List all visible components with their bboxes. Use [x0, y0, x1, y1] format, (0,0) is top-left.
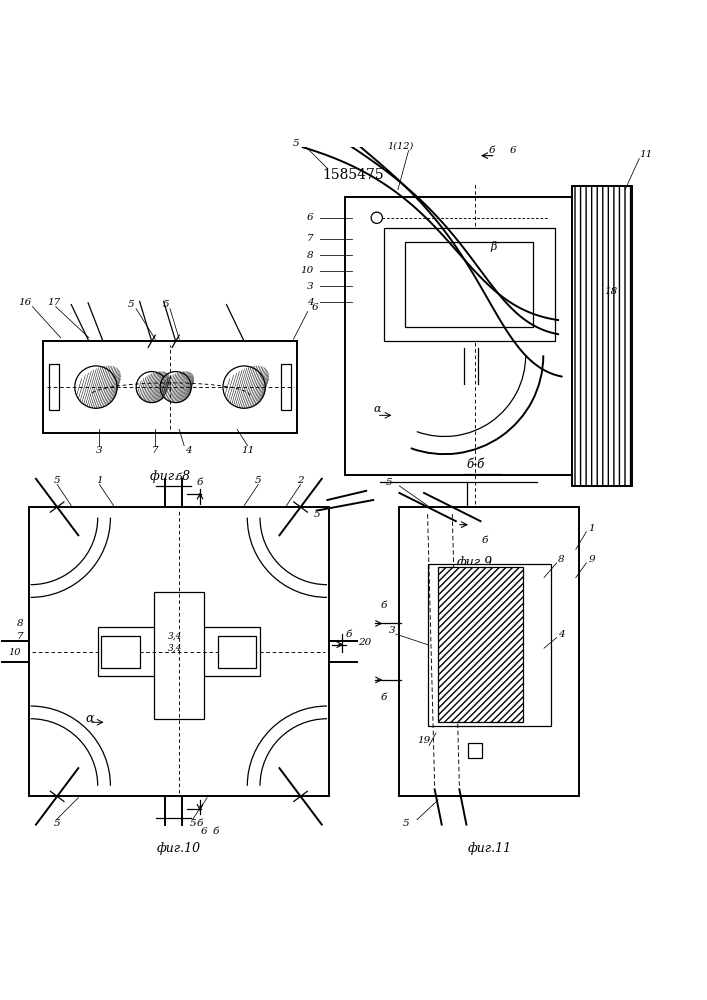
Bar: [399, 507, 579, 796]
Text: 6: 6: [200, 827, 207, 836]
Text: б: б: [197, 819, 203, 828]
Text: 16: 16: [19, 298, 32, 307]
Text: б: б: [482, 536, 489, 545]
Circle shape: [223, 366, 265, 408]
Bar: [405, 242, 533, 327]
Text: β: β: [490, 241, 496, 252]
Text: б: б: [489, 146, 496, 155]
Text: фиг.10: фиг.10: [157, 842, 201, 855]
Bar: [98, 627, 260, 676]
Text: α: α: [373, 404, 381, 414]
Text: б: б: [380, 693, 387, 702]
Text: 5: 5: [255, 476, 262, 485]
Text: 8: 8: [559, 555, 565, 564]
Text: 1(12): 1(12): [387, 142, 414, 151]
Bar: [345, 197, 572, 475]
Text: 8: 8: [307, 251, 313, 260]
Text: α: α: [86, 712, 94, 725]
Text: 2: 2: [297, 476, 304, 485]
Text: 5: 5: [54, 476, 61, 485]
Text: 11: 11: [241, 446, 255, 455]
Circle shape: [160, 372, 191, 403]
Text: 19: 19: [417, 736, 431, 745]
Bar: [101, 636, 140, 668]
Text: 10: 10: [8, 648, 21, 657]
Circle shape: [136, 372, 168, 403]
Text: 17: 17: [47, 298, 60, 307]
Text: б: б: [175, 473, 182, 482]
Text: 8: 8: [17, 619, 24, 628]
Text: б: б: [197, 478, 203, 487]
Text: 5: 5: [189, 819, 197, 828]
Text: 6: 6: [311, 303, 318, 312]
Text: 7: 7: [152, 446, 158, 455]
Text: 3: 3: [96, 446, 103, 455]
Bar: [43, 341, 297, 433]
Text: 4: 4: [559, 630, 565, 639]
Text: 3,4: 3,4: [168, 632, 182, 641]
Text: б: б: [212, 827, 218, 836]
Text: 10: 10: [300, 266, 313, 275]
Text: 11: 11: [640, 150, 653, 159]
Text: фиг. 8: фиг. 8: [150, 470, 190, 483]
Text: фиг.11: фиг.11: [467, 842, 511, 855]
Text: 5: 5: [163, 300, 170, 309]
Text: 1: 1: [589, 524, 595, 533]
Circle shape: [75, 366, 117, 408]
Bar: [384, 228, 554, 341]
Text: 5: 5: [292, 139, 299, 148]
Bar: [438, 567, 523, 722]
Bar: [572, 186, 632, 486]
Text: 4: 4: [185, 446, 192, 455]
Text: фиг.9: фиг.9: [457, 556, 493, 569]
Text: б: б: [346, 630, 352, 639]
Text: 3,4: 3,4: [168, 643, 182, 652]
Text: 20: 20: [358, 638, 372, 647]
Text: б: б: [380, 601, 387, 610]
Text: 5: 5: [403, 819, 410, 828]
Bar: [218, 636, 257, 668]
Text: 5: 5: [54, 819, 61, 828]
Bar: [29, 507, 329, 796]
Bar: [468, 743, 482, 758]
Bar: [49, 364, 59, 410]
Bar: [428, 564, 551, 726]
Text: 4: 4: [307, 298, 313, 307]
Text: 7: 7: [17, 632, 24, 641]
Text: 1: 1: [96, 476, 103, 485]
Text: 18: 18: [604, 287, 618, 296]
Text: 3: 3: [389, 626, 396, 635]
Text: 9: 9: [589, 555, 595, 564]
Text: 6: 6: [307, 213, 313, 222]
Bar: [281, 364, 291, 410]
Text: 3: 3: [307, 282, 313, 291]
Text: 6: 6: [510, 146, 517, 155]
Text: 1585475: 1585475: [322, 168, 385, 182]
Text: б-б: б-б: [466, 458, 484, 471]
Text: 5: 5: [128, 300, 134, 309]
Text: 5: 5: [313, 510, 320, 519]
Text: 7: 7: [307, 234, 313, 243]
Bar: [154, 592, 204, 719]
Text: 5: 5: [385, 478, 392, 487]
